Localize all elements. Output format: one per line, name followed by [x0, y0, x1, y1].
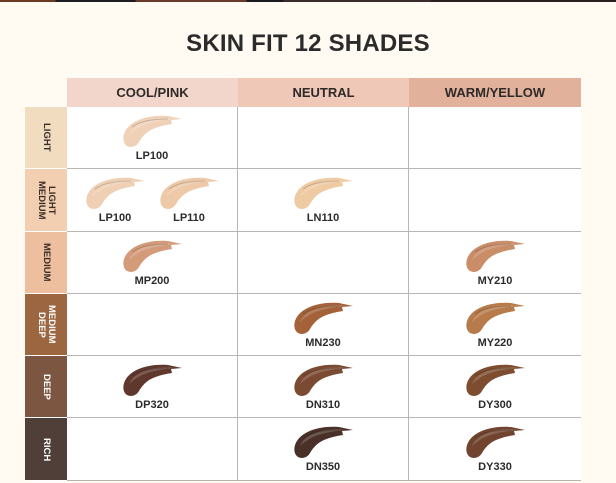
shade-code: LN110 — [306, 212, 340, 225]
page-title: SKIN FIT 12 SHADES — [186, 30, 430, 57]
shade-code: DN310 — [305, 399, 341, 412]
shade-item: DN310 — [289, 362, 357, 417]
shade-swatch — [466, 364, 525, 397]
shade-cell: MN230 — [238, 293, 409, 357]
shade-table: COOL/PINK NEUTRAL WARM/YELLOW LIGHT LP100 LIG… — [25, 78, 581, 481]
shade-swatch — [466, 240, 525, 272]
shade-code: DN350 — [305, 461, 341, 474]
shade-swatch — [466, 427, 525, 459]
shade-swatch — [294, 364, 353, 397]
shade-code: MP200 — [134, 274, 170, 287]
shade-code: DP320 — [135, 399, 169, 412]
row-label-text: RICH — [41, 437, 52, 461]
row-label-text: LIGHT MEDIUM — [36, 180, 57, 220]
column-header: NEUTRAL — [238, 78, 409, 107]
shade-item: LN110 — [289, 175, 357, 230]
shade-cell: LP100 — [67, 107, 238, 170]
table-corner — [25, 78, 67, 107]
shade-swatch — [123, 364, 182, 397]
row-label: RICH — [25, 418, 67, 481]
row-label-text: DEEP — [41, 373, 52, 400]
empty-cell — [238, 231, 409, 294]
column-header: COOL/PINK — [67, 78, 238, 107]
empty-cell — [409, 107, 581, 170]
shade-item: DP320 — [118, 362, 186, 417]
empty-cell — [67, 418, 238, 481]
shade-swatch — [123, 115, 182, 147]
shade-item: LP100 — [118, 113, 186, 168]
shade-cell: LP100 LP110 — [67, 169, 238, 232]
shade-swatch — [123, 240, 182, 272]
shade-item: MN230 — [289, 300, 357, 355]
shade-code: LP100 — [135, 150, 169, 162]
shade-cell: DY300 — [409, 356, 581, 419]
shade-item: DY330 — [461, 424, 529, 479]
shade-item: MY220 — [461, 300, 529, 355]
row-label: DEEP — [25, 356, 67, 419]
shade-code: MN230 — [305, 336, 341, 349]
shade-code: DY330 — [478, 461, 512, 474]
shade-code: DY300 — [478, 399, 512, 412]
shade-cell: DY330 — [409, 418, 581, 481]
shade-swatch — [466, 302, 525, 334]
row-label: LIGHT — [25, 107, 67, 170]
shade-swatch — [294, 427, 353, 459]
shade-swatch — [86, 178, 145, 210]
shade-item: DN350 — [289, 424, 357, 479]
shade-cell: DN310 — [238, 356, 409, 419]
empty-cell — [67, 293, 238, 357]
shade-swatch — [160, 178, 219, 210]
shade-cell: MP200 — [67, 231, 238, 294]
shade-item: LP100 — [81, 175, 149, 230]
column-header: WARM/YELLOW — [409, 78, 581, 107]
row-label-text: MEDIUM DEEP — [36, 305, 57, 344]
shade-cell: MY220 — [409, 293, 581, 357]
empty-cell — [238, 107, 409, 170]
row-label-text: MEDIUM — [41, 242, 52, 282]
shade-code: LP110 — [173, 212, 205, 225]
shade-cell: DP320 — [67, 356, 238, 419]
row-label: MEDIUM — [25, 231, 67, 294]
shade-code: MY220 — [477, 336, 513, 349]
shade-item: MY210 — [461, 238, 529, 293]
shade-item: LP110 — [155, 175, 223, 230]
row-label-text: LIGHT — [41, 123, 52, 152]
shade-item: DY300 — [461, 362, 529, 417]
shade-swatch — [294, 302, 353, 334]
empty-cell — [409, 169, 581, 232]
shade-swatch — [294, 178, 353, 210]
top-image-strip — [0, 0, 616, 2]
shade-code: LP100 — [98, 212, 132, 225]
shade-item: MP200 — [118, 238, 186, 293]
row-label: LIGHT MEDIUM — [25, 169, 67, 232]
row-label: MEDIUM DEEP — [25, 293, 67, 357]
shade-cell: LN110 — [238, 169, 409, 232]
shade-cell: MY210 — [409, 231, 581, 294]
shade-cell: DN350 — [238, 418, 409, 481]
shade-code: MY210 — [477, 274, 513, 287]
